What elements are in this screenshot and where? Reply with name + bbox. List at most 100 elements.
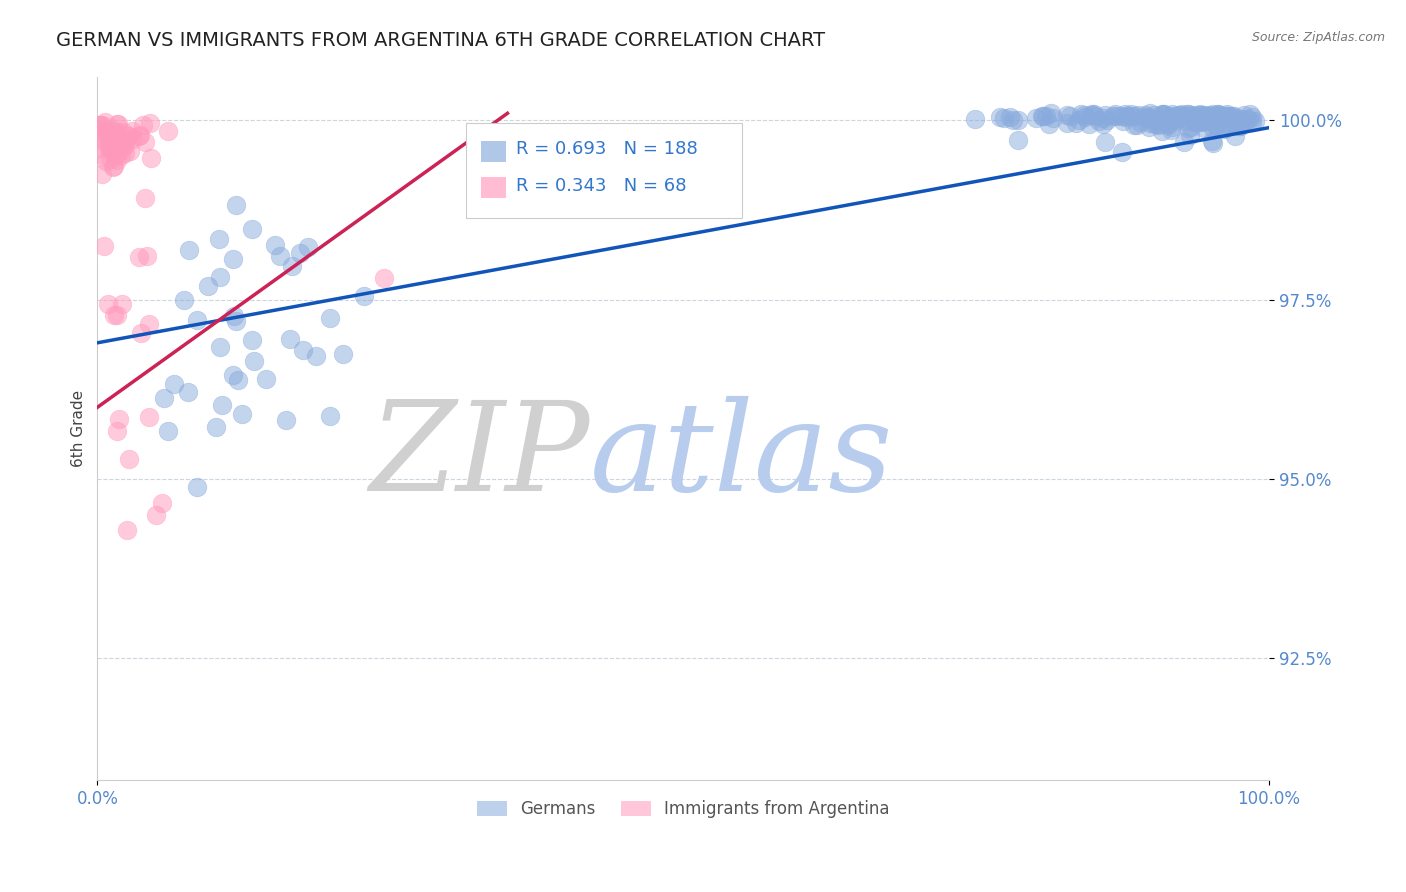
Point bbox=[1157, 118, 1180, 132]
Point bbox=[1123, 109, 1146, 123]
Point bbox=[1083, 107, 1105, 121]
Point bbox=[1143, 108, 1166, 122]
Point bbox=[139, 151, 162, 165]
Point bbox=[1137, 110, 1160, 124]
Point bbox=[288, 246, 311, 260]
Point bbox=[103, 308, 125, 322]
Point bbox=[1025, 112, 1047, 126]
Text: R = 0.693   N = 188: R = 0.693 N = 188 bbox=[516, 140, 697, 158]
Point bbox=[91, 167, 114, 181]
Point bbox=[117, 129, 139, 144]
Point bbox=[136, 249, 159, 263]
Point bbox=[242, 354, 264, 368]
Point bbox=[1188, 115, 1211, 129]
Point bbox=[240, 333, 263, 347]
Point bbox=[1094, 135, 1116, 149]
Point bbox=[1206, 109, 1229, 123]
Point bbox=[134, 135, 156, 149]
Point bbox=[1121, 108, 1143, 122]
Point bbox=[1035, 109, 1057, 123]
Point bbox=[114, 138, 136, 153]
Point bbox=[1166, 112, 1188, 127]
Point bbox=[94, 115, 117, 129]
Point bbox=[1097, 112, 1119, 127]
Point bbox=[1189, 108, 1212, 122]
Point bbox=[1194, 109, 1216, 123]
Point bbox=[128, 250, 150, 264]
Point bbox=[1240, 110, 1263, 124]
Point bbox=[97, 296, 120, 310]
Point bbox=[211, 398, 233, 412]
Point bbox=[1149, 113, 1171, 128]
Point bbox=[111, 133, 134, 147]
Point bbox=[1084, 109, 1107, 123]
Point bbox=[1153, 107, 1175, 121]
Point bbox=[1126, 108, 1149, 122]
Point bbox=[1149, 117, 1171, 131]
Point bbox=[373, 271, 395, 285]
Point bbox=[292, 343, 315, 357]
Point bbox=[240, 221, 263, 235]
Point bbox=[1218, 110, 1240, 124]
Point bbox=[98, 136, 121, 151]
Point bbox=[97, 131, 120, 145]
Point bbox=[111, 297, 134, 311]
Point bbox=[1126, 118, 1149, 132]
Point bbox=[94, 154, 117, 169]
Point bbox=[107, 117, 129, 131]
Point bbox=[1206, 107, 1229, 121]
FancyBboxPatch shape bbox=[481, 141, 506, 161]
Point bbox=[222, 252, 245, 267]
Point bbox=[138, 116, 160, 130]
Point bbox=[1223, 129, 1246, 144]
Point bbox=[1111, 145, 1133, 160]
Point bbox=[1192, 115, 1215, 129]
Point bbox=[87, 118, 110, 132]
Point bbox=[186, 480, 208, 494]
Point bbox=[1215, 107, 1237, 121]
Point bbox=[93, 239, 115, 253]
Point bbox=[1204, 117, 1226, 131]
Point bbox=[105, 146, 128, 161]
Point bbox=[110, 148, 132, 162]
Point bbox=[1059, 109, 1081, 123]
Point bbox=[108, 412, 131, 426]
Point bbox=[1201, 112, 1223, 127]
Point bbox=[1177, 121, 1199, 136]
Point bbox=[1205, 110, 1227, 124]
Point bbox=[353, 289, 375, 303]
Point bbox=[173, 293, 195, 307]
Point bbox=[118, 452, 141, 467]
Point bbox=[1160, 123, 1182, 137]
Point bbox=[1232, 114, 1254, 128]
Point bbox=[1171, 107, 1194, 121]
Point bbox=[1201, 136, 1223, 151]
Point bbox=[319, 311, 342, 326]
Point bbox=[1104, 107, 1126, 121]
Point bbox=[1234, 113, 1257, 128]
Point bbox=[1031, 109, 1053, 123]
Point bbox=[103, 130, 125, 145]
Point bbox=[1202, 106, 1225, 120]
Point bbox=[1143, 117, 1166, 131]
Point bbox=[1144, 112, 1167, 126]
Point bbox=[1074, 110, 1097, 124]
Point bbox=[208, 232, 231, 246]
Point bbox=[1175, 114, 1198, 128]
Point bbox=[205, 420, 228, 434]
Point bbox=[1114, 110, 1136, 124]
Point bbox=[1064, 116, 1087, 130]
Point bbox=[1133, 108, 1156, 122]
Point bbox=[305, 350, 328, 364]
Point bbox=[1184, 114, 1206, 128]
Point bbox=[276, 413, 298, 427]
Point bbox=[107, 125, 129, 139]
Point bbox=[157, 124, 180, 138]
Point bbox=[1129, 115, 1152, 129]
Point bbox=[150, 496, 173, 510]
Point bbox=[1139, 106, 1161, 120]
Point bbox=[1226, 116, 1249, 130]
Point bbox=[209, 270, 232, 285]
Point bbox=[1244, 114, 1267, 128]
Point bbox=[1177, 107, 1199, 121]
